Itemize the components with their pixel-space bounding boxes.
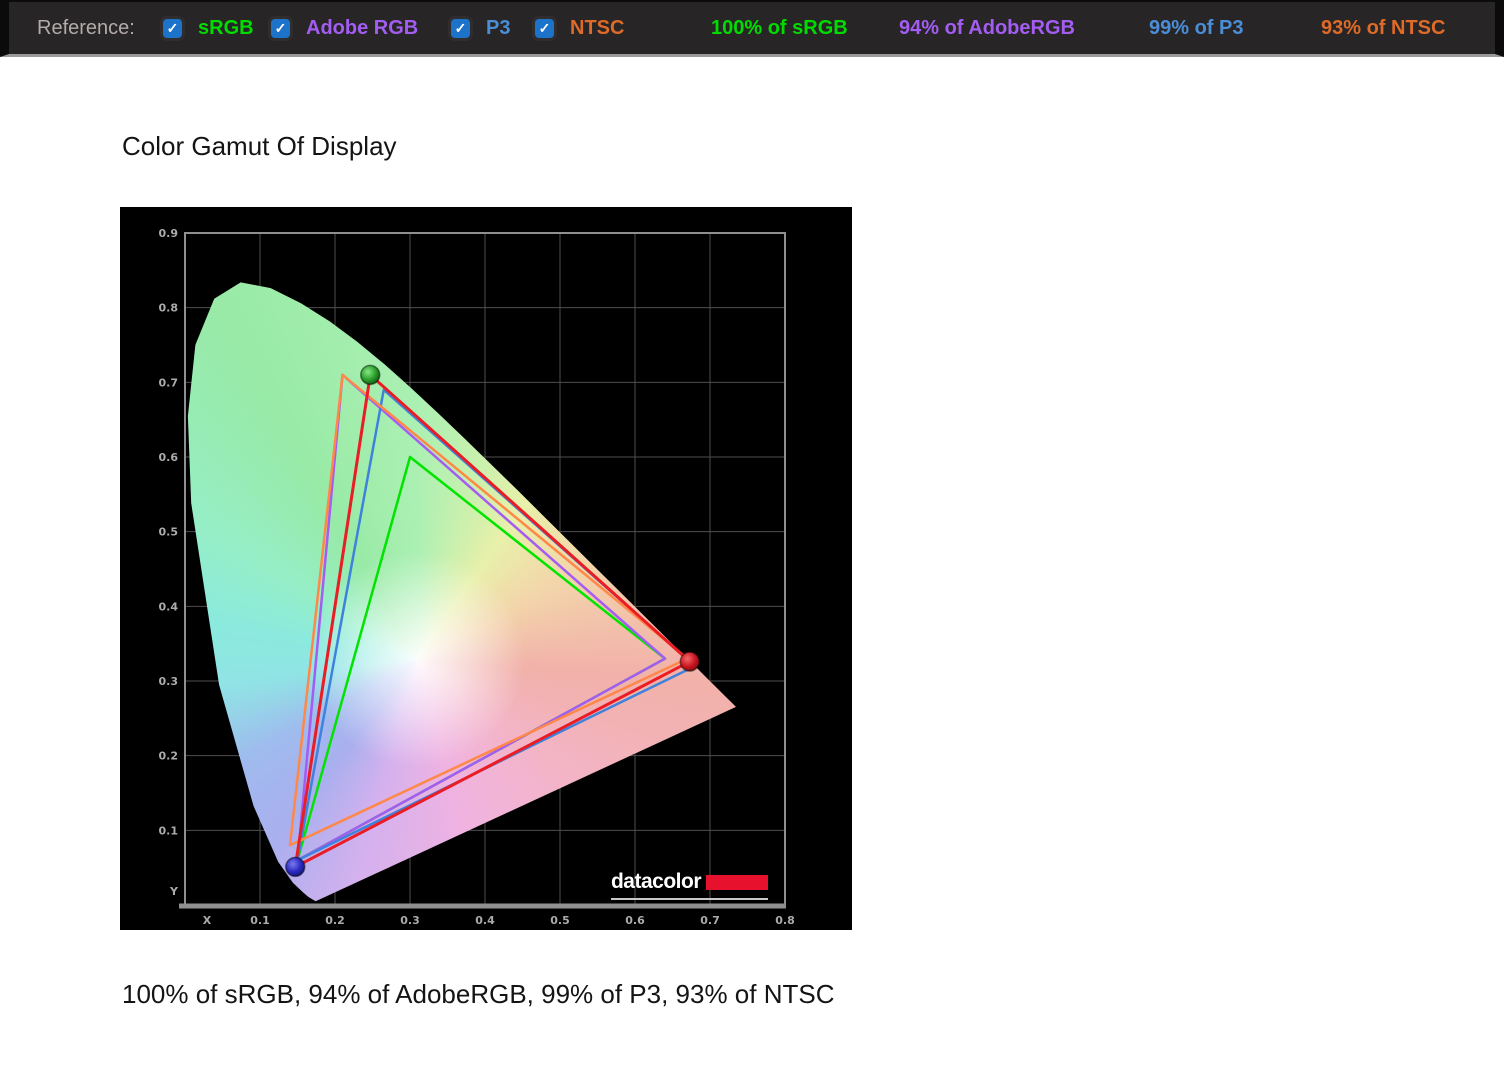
check-icon: ✓: [274, 20, 287, 36]
coverage-p3: 99% of P3: [1149, 16, 1244, 39]
x-tick-label: 0.7: [700, 914, 720, 927]
gamut-summary-text: 100% of sRGB, 94% of AdobeRGB, 99% of P3…: [122, 979, 835, 1009]
checkbox-group-ntsc: ✓ NTSC: [535, 2, 624, 54]
primary-marker-blue: [285, 856, 306, 878]
p3-checkbox-label: P3: [486, 16, 511, 39]
gamut-triangle-ntsc: [288, 373, 689, 847]
datacolor-logo-red-bar: [706, 874, 768, 890]
x-tick-label: 0.2: [325, 914, 345, 927]
y-tick-label: 0.4: [159, 600, 179, 613]
reference-toolbar: Reference: ✓ sRGB ✓ Adobe RGB ✓ P3 ✓ NTS…: [0, 0, 1504, 57]
y-tick-label: 0.1: [159, 824, 179, 837]
y-tick-label: 0.6: [159, 451, 179, 464]
coverage-srgb: 100% of sRGB: [711, 16, 848, 39]
x-tick-label: 0.3: [400, 914, 420, 927]
gamut-chart: 0.1 0.2 0.3 0.4 0.5 0.6 0.7 0.8 0.1 0.2 0.3 0.4 0.5 0…: [120, 207, 852, 930]
x-tick-label: 0.1: [250, 914, 270, 927]
page-title: Color Gamut Of Display: [122, 131, 397, 161]
coverage-ntsc: 93% of NTSC: [1321, 16, 1446, 39]
primary-marker-red: [679, 651, 700, 672]
srgb-checkbox-label: sRGB: [198, 16, 254, 39]
gamut-triangle-display: [293, 373, 692, 869]
x-tick-label: 0.8: [775, 914, 795, 927]
ntsc-checkbox[interactable]: ✓: [535, 18, 554, 38]
y-tick-label: 0.3: [159, 675, 179, 688]
coverage-adobergb: 94% of AdobeRGB: [899, 16, 1075, 39]
gamut-triangle-adobergb: [296, 373, 667, 862]
adobergb-checkbox[interactable]: ✓: [271, 18, 290, 38]
adobergb-checkbox-label: Adobe RGB: [306, 16, 419, 39]
srgb-checkbox[interactable]: ✓: [163, 18, 182, 38]
checkbox-group-srgb: ✓ sRGB: [163, 2, 254, 54]
checkbox-group-p3: ✓ P3: [451, 2, 510, 54]
y-axis-label: Y: [169, 885, 179, 898]
ntsc-checkbox-label: NTSC: [570, 16, 625, 39]
x-tick-label: 0.6: [625, 914, 645, 927]
y-tick-label: 0.7: [159, 376, 179, 389]
reference-label: Reference:: [37, 16, 135, 39]
p3-checkbox[interactable]: ✓: [451, 18, 470, 38]
y-tick-label: 0.8: [159, 302, 179, 315]
check-icon: ✓: [166, 20, 179, 36]
check-icon: ✓: [538, 20, 551, 36]
datacolor-logo: datacolor: [610, 870, 768, 900]
x-tick-label: 0.4: [475, 914, 495, 927]
y-tick-label: 0.9: [159, 227, 179, 240]
datacolor-logo-text: datacolor: [610, 870, 702, 893]
y-tick-label: 0.2: [159, 750, 179, 763]
x-axis-label: X: [203, 914, 212, 927]
checkbox-group-adobergb: ✓ Adobe RGB: [271, 2, 418, 54]
x-tick-label: 0.5: [550, 914, 570, 927]
primary-marker-green: [360, 364, 381, 386]
y-tick-label: 0.5: [159, 526, 179, 539]
gamut-triangle-srgb: [296, 455, 667, 862]
check-icon: ✓: [454, 20, 467, 36]
gamut-series-layer: [285, 364, 700, 878]
